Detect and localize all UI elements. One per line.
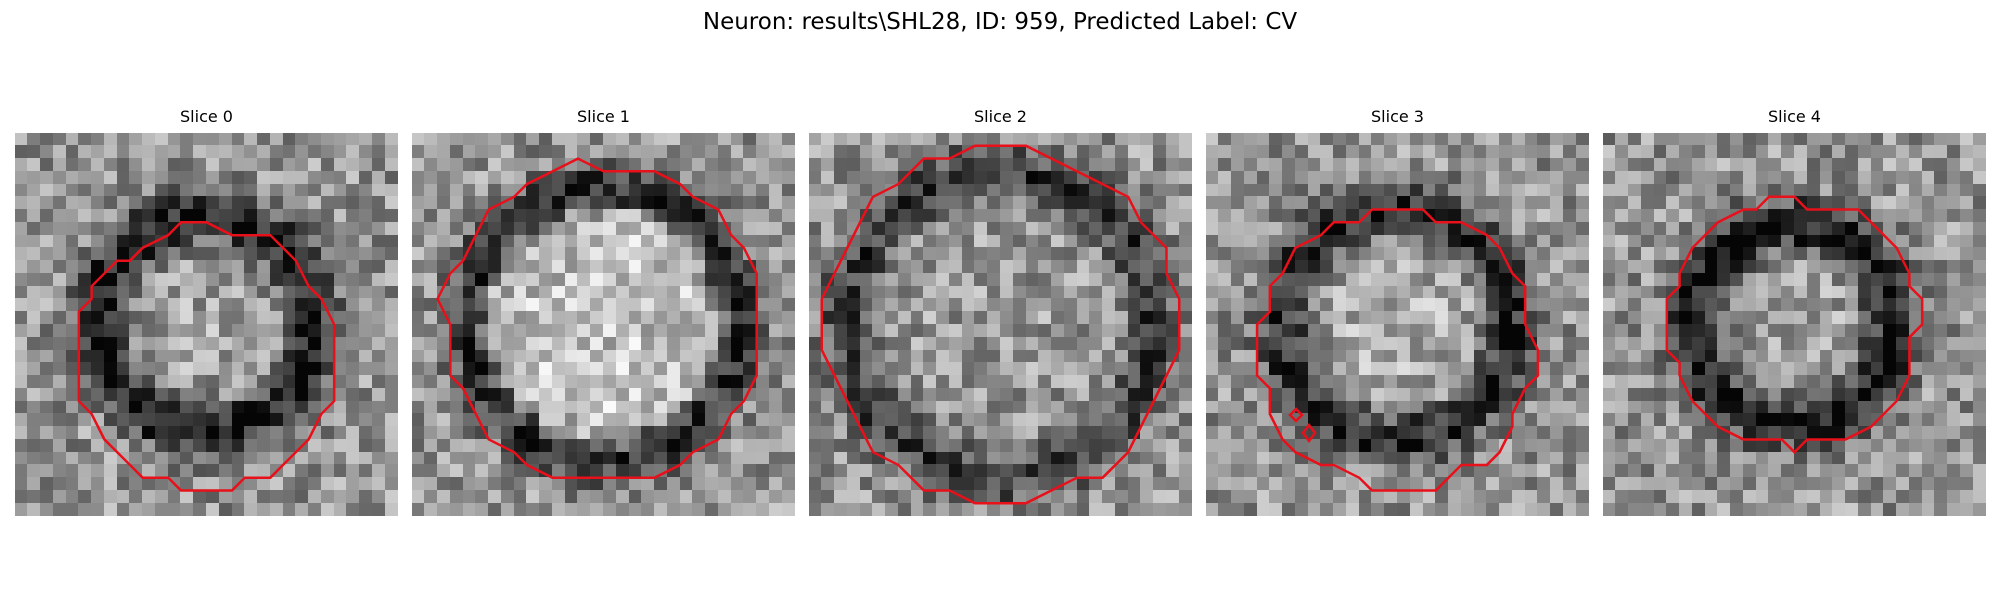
slice-panel-3: Slice 3: [1206, 106, 1589, 516]
slice-image: [412, 133, 795, 516]
slice-image: [15, 133, 398, 516]
slice-title: Slice 2: [809, 106, 1192, 128]
slice-panel-2: Slice 2: [809, 106, 1192, 516]
slice-title: Slice 1: [412, 106, 795, 128]
slice-panel-0: Slice 0: [15, 106, 398, 516]
slice-panel-4: Slice 4: [1603, 106, 1986, 516]
slice-image: [1206, 133, 1589, 516]
slice-image: [1603, 133, 1986, 516]
slice-panel-1: Slice 1: [412, 106, 795, 516]
figure-title: Neuron: results\SHL28, ID: 959, Predicte…: [0, 6, 2000, 38]
slice-title: Slice 3: [1206, 106, 1589, 128]
slice-image: [809, 133, 1192, 516]
slice-title: Slice 0: [15, 106, 398, 128]
slice-title: Slice 4: [1603, 106, 1986, 128]
